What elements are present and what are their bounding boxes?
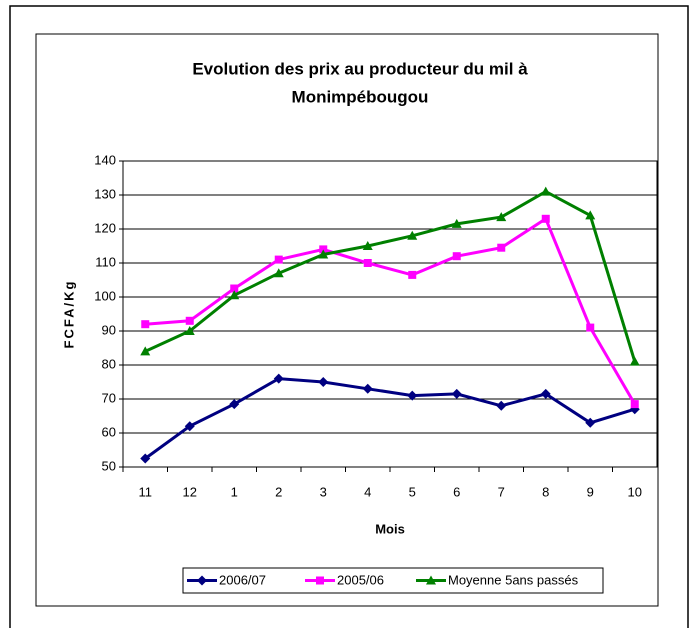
x-tick-label: 2	[275, 484, 282, 499]
y-tick-label: 60	[102, 424, 116, 439]
marker	[197, 575, 207, 586]
marker	[362, 383, 373, 394]
chart-title: Evolution des prix au producteur du mil …	[192, 59, 528, 78]
marker	[273, 268, 284, 278]
marker	[451, 388, 462, 399]
marker	[451, 218, 462, 228]
marker	[407, 390, 418, 401]
marker	[229, 290, 240, 300]
marker	[141, 320, 150, 329]
marker	[363, 259, 372, 267]
marker	[497, 243, 506, 252]
series-line	[144, 377, 636, 460]
x-tick-label: 7	[498, 484, 505, 499]
marker	[184, 421, 195, 432]
marker	[586, 323, 595, 332]
marker	[140, 453, 151, 464]
legend-label: Moyenne 5ans passés	[448, 572, 579, 587]
series-line	[144, 189, 637, 363]
marker	[318, 249, 329, 259]
x-tick-label: 3	[320, 484, 327, 499]
x-tick-label: 4	[364, 484, 371, 499]
marker	[318, 377, 329, 387]
marker	[630, 400, 639, 409]
marker	[585, 417, 596, 428]
marker	[140, 346, 151, 356]
y-tick-label: 110	[95, 254, 116, 269]
marker	[316, 576, 324, 585]
marker	[629, 356, 640, 366]
x-tick-label: 10	[628, 484, 642, 499]
legend-label: 2006/07	[219, 572, 266, 587]
marker	[585, 210, 596, 220]
marker	[452, 252, 461, 261]
marker	[496, 400, 507, 411]
marker	[540, 388, 551, 399]
marker	[229, 399, 240, 410]
x-tick-label: 12	[183, 484, 197, 499]
series-line	[145, 216, 637, 405]
marker	[319, 245, 328, 254]
marker	[540, 186, 551, 196]
marker	[274, 255, 283, 264]
chart-title: Monimpébougou	[292, 87, 429, 106]
marker	[185, 316, 194, 325]
y-tick-label: 100	[94, 288, 116, 303]
marker	[273, 373, 284, 384]
marker	[362, 241, 373, 250]
y-tick-label: 140	[94, 152, 116, 167]
x-tick-label: 11	[139, 484, 153, 499]
y-tick-label: 130	[94, 186, 116, 201]
y-axis-title: FCFA/Kg	[61, 280, 76, 349]
marker	[407, 230, 418, 240]
x-tick-label: 1	[231, 484, 238, 499]
marker	[426, 575, 436, 585]
y-tick-label: 90	[102, 322, 116, 337]
marker	[184, 326, 195, 335]
y-tick-label: 50	[102, 458, 116, 473]
x-axis-title: Mois	[375, 521, 405, 536]
legend-box	[182, 567, 604, 594]
y-tick-label: 120	[94, 220, 116, 235]
y-tick-label: 80	[102, 356, 116, 371]
marker	[496, 212, 507, 222]
outer-frame	[9, 5, 689, 628]
x-tick-label: 6	[453, 484, 460, 499]
y-tick-label: 70	[102, 390, 116, 405]
marker	[408, 270, 417, 279]
x-tick-label: 9	[587, 484, 594, 499]
marker	[541, 214, 550, 223]
x-tick-label: 8	[542, 484, 549, 499]
marker	[230, 284, 239, 293]
x-tick-label: 5	[409, 484, 416, 499]
chart-frame	[35, 33, 659, 607]
legend-label: 2005/06	[337, 572, 384, 587]
